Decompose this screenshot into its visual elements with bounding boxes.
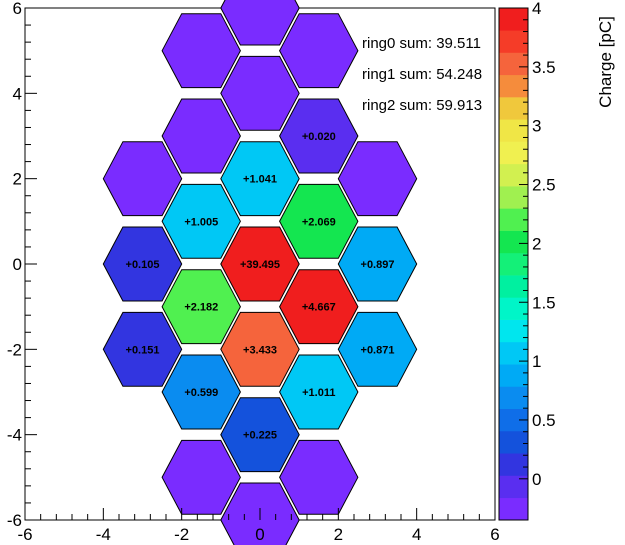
colorbar-band [499,408,528,432]
colorbar-tick-label: 1.5 [532,293,556,312]
colorbar-tick-label: 0 [532,470,541,489]
cell-value-label: +39.495 [240,259,280,271]
hex-cell [161,354,241,430]
colorbar-band [499,230,528,254]
hex-cell [161,269,241,345]
hex-cell [102,226,183,302]
x-tick-label: 0 [255,525,264,544]
hex-cell [220,311,300,387]
cell-value-label: +0.871 [361,344,395,356]
cells-layer: +0.020 +1.041 +1.005 +2.069 +0.105 +39.495 +0.… [102,0,418,545]
hex-cell [102,311,183,387]
y-tick-label: 6 [13,0,22,18]
axes-layer: -6 -4 -2 0 2 4 6 -6 -4 -2 0 2 4 6 [7,0,500,544]
colorbar-band [499,52,528,76]
hex-cell [220,141,300,217]
y-tick-label: 0 [13,255,22,274]
colorbar-band [499,453,528,476]
colorbar-band [499,386,528,409]
hex-cell [220,226,300,302]
colorbar-band [499,297,528,320]
hex-cell [102,141,183,217]
colorbar-band [499,475,528,499]
cell-value-label: +0.225 [243,430,277,442]
colorbar-band [499,430,528,454]
colorbar-tick-label: 3.5 [532,58,556,77]
hex-cell [337,141,418,217]
colorbar-band [499,97,528,120]
y-tick-label: -2 [7,340,22,359]
colorbar-band [499,74,528,98]
colorbar-band [499,208,528,231]
hex-cell [220,55,300,131]
y-tick-label: -6 [7,511,22,530]
x-tick-label: -4 [96,525,111,544]
cell-value-label: +0.105 [126,259,160,271]
hex-cell [279,269,359,345]
hex-cell [161,13,241,89]
x-tick-label: -2 [174,525,189,544]
cell-value-label: +1.005 [184,216,218,228]
colorbar-tick-label: 4 [532,0,541,18]
cell-value-label: +4.667 [302,302,336,314]
x-tick-label: -6 [17,525,32,544]
cell-value-label: +3.433 [243,344,277,356]
hex-cell [279,98,359,174]
cell-value-label: +0.151 [126,344,160,356]
hex-cell [279,13,359,89]
colorbar-tick-label: 1 [532,352,541,371]
ring0-sum-text: ring0 sum: 39.511 [362,35,481,52]
colorbar-band [499,275,528,298]
hex-cell [220,397,300,473]
colorbar-band [499,319,528,343]
x-tick-label: 4 [412,525,421,544]
colorbar-band [499,8,528,31]
colorbar-tick-label: 2.5 [532,176,556,195]
colorbar-tick-label: 3 [532,117,541,136]
colorbar-band [499,497,528,521]
hex-cell [279,183,359,259]
cell-value-label: +1.041 [243,174,277,186]
colorbar-band [499,30,528,53]
hex-cell [279,354,359,430]
colorbar: 0 0.5 1 1.5 2 2.5 3 3.5 4 [498,0,556,521]
hex-cell [337,226,418,302]
colorbar-tick-label: 2 [532,234,541,253]
cell-value-label: +0.599 [184,387,218,399]
hex-cell [161,98,241,174]
ring1-sum-text: ring1 sum: 54.248 [362,66,482,83]
annotations: ring0 sum: 39.511 ring1 sum: 54.248 ring… [362,35,482,114]
colorbar-band [499,186,528,209]
colorbar-tick-label: 0.5 [532,411,556,430]
hex-cell [161,183,241,259]
y-tick-label: 2 [13,170,22,189]
colorbar-band [499,252,528,276]
y-tick-label: 4 [13,84,22,103]
colorbar-frame [498,7,529,521]
cell-value-label: +0.020 [302,131,336,143]
colorbar-band [499,163,528,187]
cell-value-label: +2.182 [184,302,218,314]
colorbar-band [499,364,528,387]
cell-value-label: +2.069 [302,216,336,228]
colorbar-label: Charge [pC] [596,16,615,108]
hex-cell [337,311,418,387]
x-tick-label: 6 [490,525,499,544]
hex-cell [220,0,300,46]
cell-value-label: +1.011 [302,387,335,399]
x-tick-label: 2 [334,525,343,544]
y-tick-label: -4 [7,426,22,445]
colorbar-band [499,341,528,365]
hex-cell [161,439,241,515]
colorbar-band [499,119,528,142]
colorbar-band [499,141,528,165]
cell-value-label: +0.897 [361,259,395,271]
ring2-sum-text: ring2 sum: 59.913 [362,97,482,114]
